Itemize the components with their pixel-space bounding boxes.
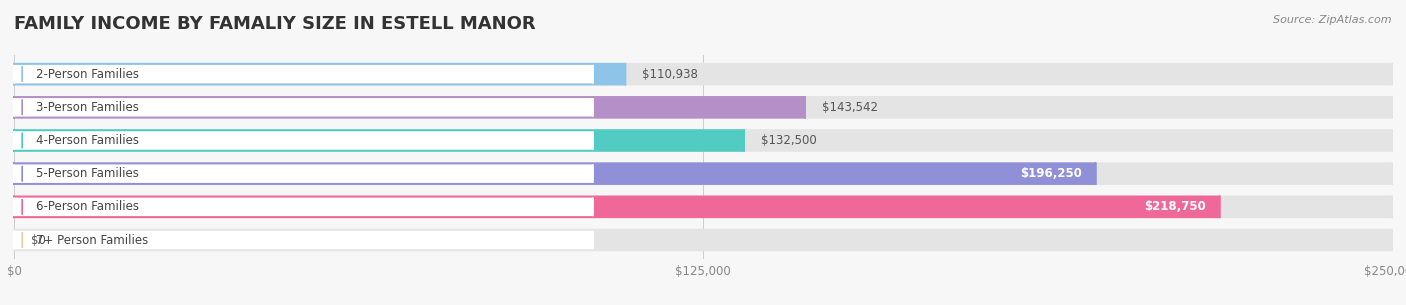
FancyBboxPatch shape — [14, 196, 1219, 218]
Text: Source: ZipAtlas.com: Source: ZipAtlas.com — [1274, 15, 1392, 25]
FancyBboxPatch shape — [14, 129, 1392, 152]
Text: 4-Person Families: 4-Person Families — [37, 134, 139, 147]
FancyBboxPatch shape — [14, 96, 1392, 119]
FancyBboxPatch shape — [14, 162, 1392, 185]
FancyBboxPatch shape — [14, 229, 1392, 251]
FancyBboxPatch shape — [14, 98, 593, 117]
FancyBboxPatch shape — [14, 196, 1392, 218]
FancyBboxPatch shape — [14, 198, 593, 216]
FancyBboxPatch shape — [14, 131, 593, 150]
Text: 3-Person Families: 3-Person Families — [37, 101, 139, 114]
Text: 6-Person Families: 6-Person Families — [37, 200, 139, 213]
FancyBboxPatch shape — [14, 65, 593, 83]
Text: 5-Person Families: 5-Person Families — [37, 167, 139, 180]
Text: FAMILY INCOME BY FAMALIY SIZE IN ESTELL MANOR: FAMILY INCOME BY FAMALIY SIZE IN ESTELL … — [14, 15, 536, 33]
FancyBboxPatch shape — [14, 63, 626, 85]
Text: $143,542: $143,542 — [821, 101, 877, 114]
Text: $132,500: $132,500 — [761, 134, 817, 147]
Text: $110,938: $110,938 — [643, 68, 697, 81]
FancyBboxPatch shape — [14, 231, 593, 249]
Text: 7+ Person Families: 7+ Person Families — [37, 234, 149, 246]
Text: $0: $0 — [31, 234, 45, 246]
FancyBboxPatch shape — [14, 63, 1392, 85]
Text: $218,750: $218,750 — [1144, 200, 1206, 213]
Text: $196,250: $196,250 — [1019, 167, 1083, 180]
FancyBboxPatch shape — [14, 96, 806, 119]
Text: 2-Person Families: 2-Person Families — [37, 68, 139, 81]
FancyBboxPatch shape — [14, 162, 1095, 185]
FancyBboxPatch shape — [14, 129, 744, 152]
FancyBboxPatch shape — [14, 164, 593, 183]
